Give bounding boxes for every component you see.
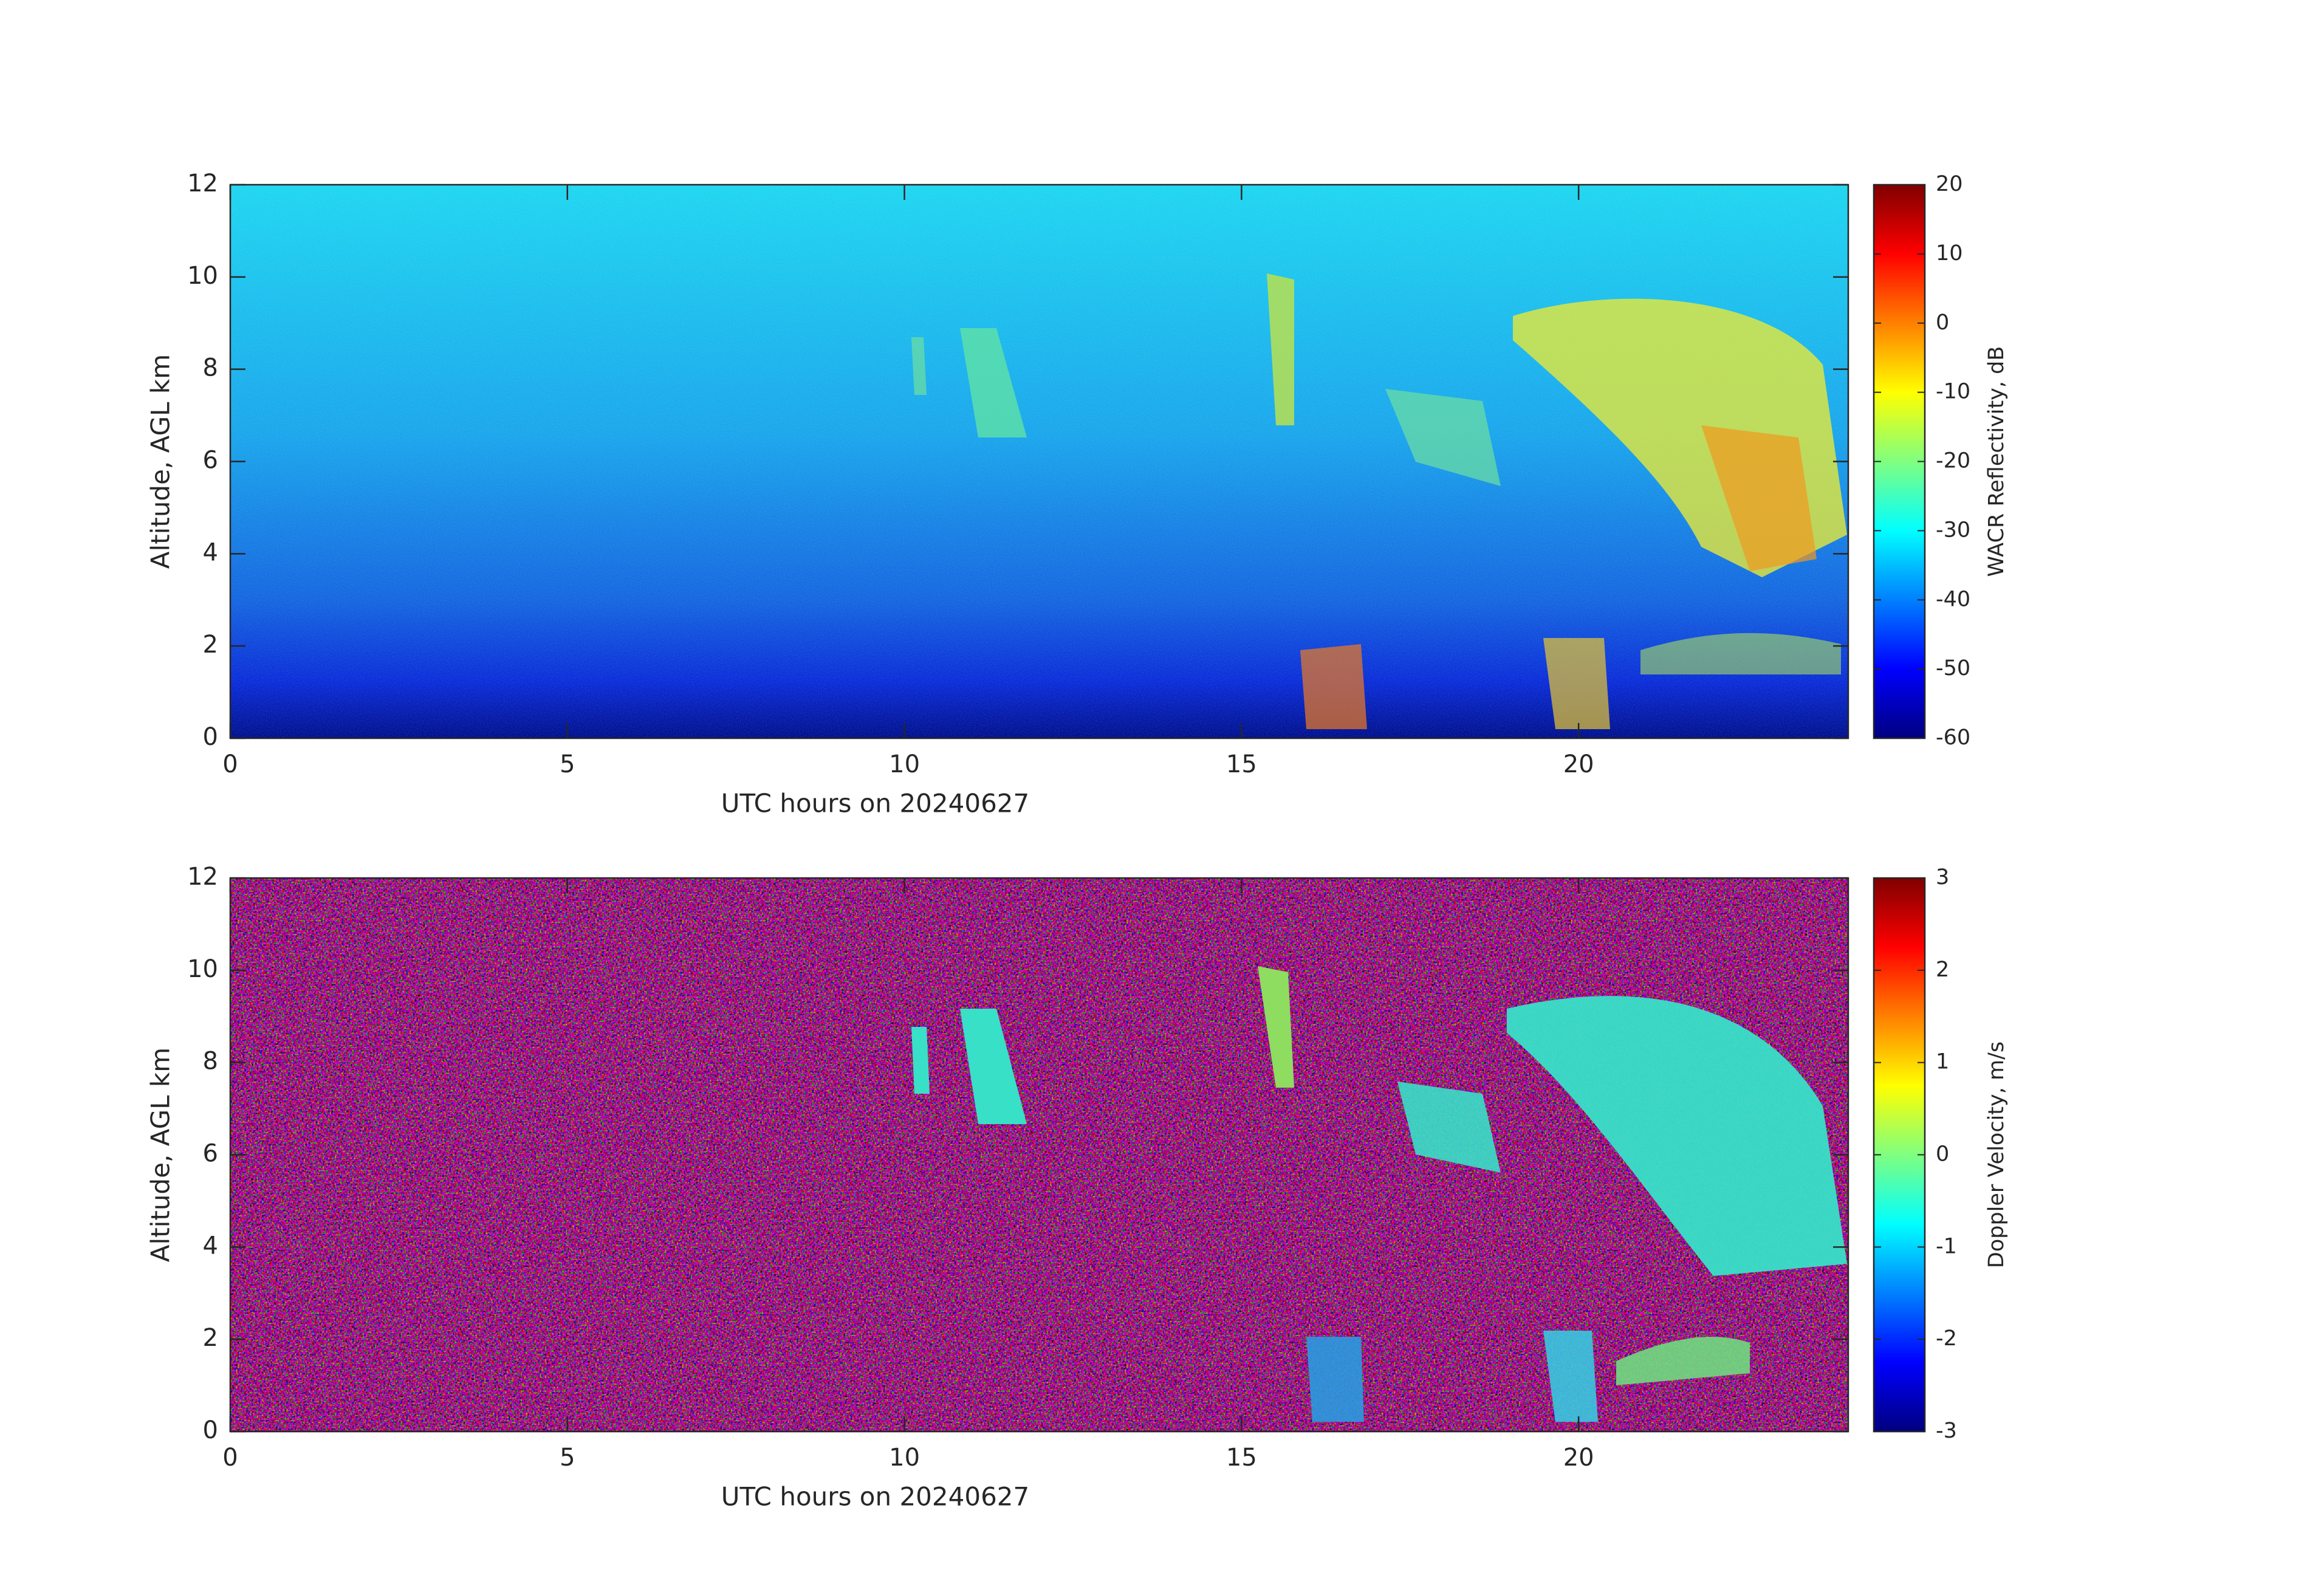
y-tick-label: 10 — [187, 262, 218, 290]
y-tick-label: 8 — [203, 354, 218, 382]
heatmap-image — [230, 878, 1848, 1432]
colorbar-tick-label: -2 — [1936, 1326, 1957, 1351]
x-tick-label: 0 — [222, 750, 238, 778]
colorbar-tick-label: 0 — [1936, 1142, 1949, 1167]
colorbar-tick-label: -60 — [1936, 725, 1970, 750]
colorbar-tick-label: -3 — [1936, 1419, 1957, 1443]
y-tick-label: 0 — [203, 1416, 218, 1444]
y-tick-label: 4 — [203, 1232, 218, 1260]
x-tick-label: 0 — [222, 1444, 238, 1472]
colorbar-tick-label: -20 — [1936, 449, 1970, 473]
x-tick-label: 20 — [1563, 750, 1594, 778]
x-tick-label: 15 — [1226, 750, 1257, 778]
colorbar-tick-label: 2 — [1936, 958, 1949, 982]
colorbar-tick-label: 20 — [1936, 172, 1963, 196]
colorbar-tick-label: 1 — [1936, 1050, 1949, 1074]
colorbar-tick-label: -1 — [1936, 1234, 1957, 1258]
colorbar — [1873, 877, 1926, 1433]
y-tick-label: 12 — [187, 863, 218, 891]
colorbar-label: WACR Reflectivity, dB — [1984, 346, 2009, 577]
y-axis-label: Altitude, AGL km — [146, 354, 176, 569]
colorbar-label: Doppler Velocity, m/s — [1984, 1041, 2009, 1268]
x-tick-label: 20 — [1563, 1444, 1594, 1472]
x-axis-label: UTC hours on 20240627 — [721, 1482, 1030, 1512]
y-tick-label: 2 — [203, 631, 218, 659]
y-tick-label: 2 — [203, 1324, 218, 1352]
y-tick-label: 6 — [203, 1140, 218, 1168]
y-axis-label: Altitude, AGL km — [146, 1048, 176, 1262]
colorbar-tick-label: -50 — [1936, 656, 1970, 681]
y-tick-label: 4 — [203, 538, 218, 566]
x-tick-label: 5 — [560, 1444, 575, 1472]
colorbar-tick-label: -40 — [1936, 587, 1970, 611]
y-tick-label: 8 — [203, 1048, 218, 1075]
colorbar-tick-label: -10 — [1936, 380, 1970, 404]
y-tick-label: 12 — [187, 170, 218, 197]
colorbar-tick-label: 10 — [1936, 241, 1963, 266]
x-tick-label: 10 — [889, 750, 920, 778]
colorbar-tick-label: 3 — [1936, 865, 1949, 890]
colorbar-tick-label: 0 — [1936, 310, 1949, 335]
x-axis-label: UTC hours on 20240627 — [721, 789, 1030, 818]
y-tick-label: 0 — [203, 723, 218, 751]
x-tick-label: 5 — [560, 750, 575, 778]
heatmap-image — [230, 185, 1848, 738]
colorbar — [1873, 184, 1926, 739]
x-tick-label: 15 — [1226, 1444, 1257, 1472]
colorbar-tick-label: -30 — [1936, 518, 1970, 542]
x-tick-label: 10 — [889, 1444, 920, 1472]
y-tick-label: 10 — [187, 955, 218, 983]
y-tick-label: 6 — [203, 447, 218, 475]
